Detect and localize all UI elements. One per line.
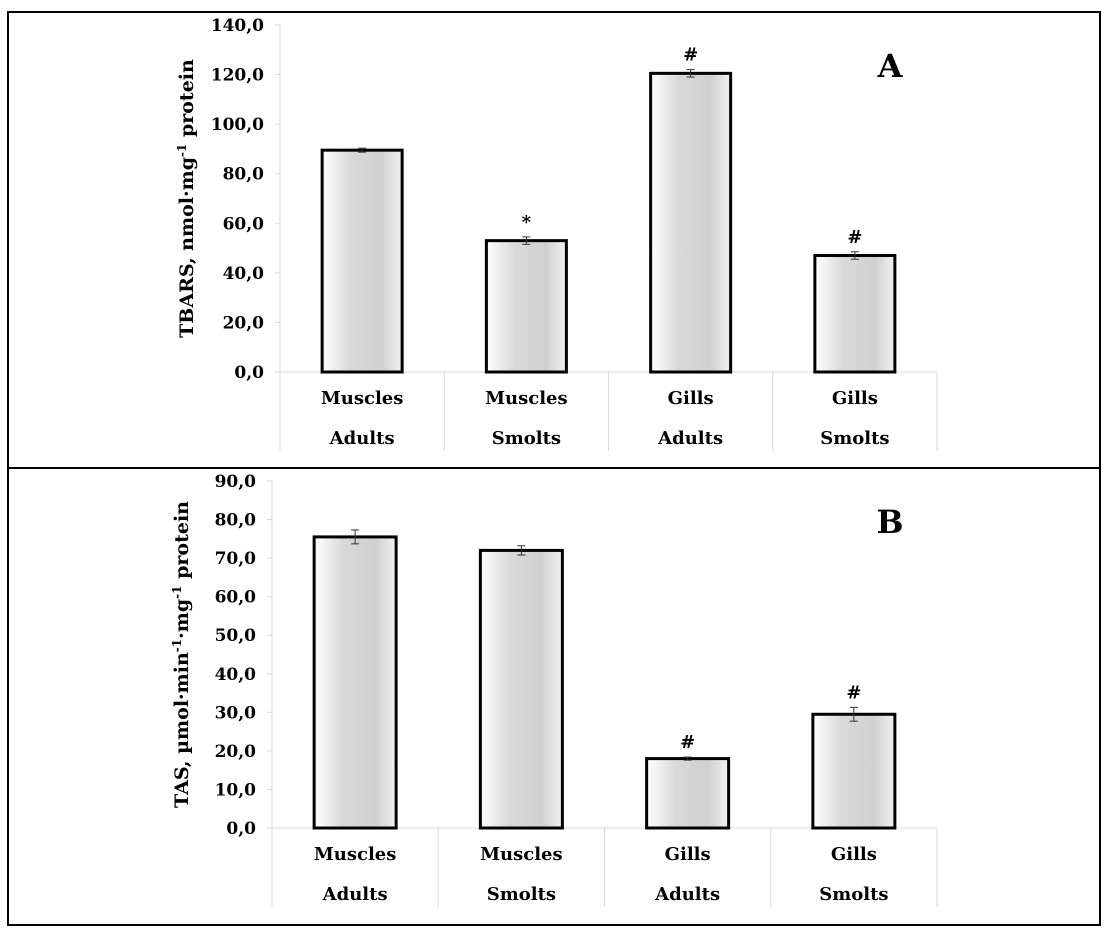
y-tick-label: 70,0 — [215, 549, 257, 569]
bar — [478, 548, 564, 830]
chart-panel-a: 0,0 20,0 40,0 60,0 80,0 100,0 120,0 140,0 TBARS,… — [175, 16, 938, 451]
category-label-top: Gills — [668, 388, 714, 409]
bar — [813, 254, 897, 374]
y-tick-label: 90,0 — [215, 472, 257, 492]
y-tick-label: 120,0 — [211, 66, 264, 86]
y-tick-label: 30,0 — [215, 703, 257, 723]
significance-marker: # — [683, 45, 698, 66]
category-label-top: Gills — [665, 844, 711, 865]
category-label-bottom: Smolts — [487, 884, 556, 905]
y-tick-label: 20,0 — [215, 742, 257, 762]
y-tick-label: 100,0 — [211, 115, 264, 135]
category-label-bottom: Adults — [657, 428, 723, 449]
panel-label: B — [876, 503, 903, 541]
y-tick-label: 40,0 — [215, 665, 257, 685]
y-tick-label: 140,0 — [211, 16, 264, 36]
y-tick-label: 60,0 — [223, 214, 265, 234]
y-tick-label: 0,0 — [234, 363, 264, 383]
bar — [312, 535, 398, 830]
category-label-bottom: Adults — [322, 884, 388, 905]
y-tick-label: 0,0 — [226, 819, 256, 839]
y-tick-label: 40,0 — [223, 264, 265, 284]
chart-panel-b: 0,0 10,0 20,0 30,0 40,0 50,0 60,0 70,0 80,0 90,0 T… — [170, 472, 938, 907]
bar — [484, 239, 568, 374]
panel-label: A — [877, 47, 904, 85]
category-label-top: Muscles — [321, 388, 404, 409]
y-tick-label: 80,0 — [215, 511, 257, 531]
bar — [649, 71, 733, 374]
bar — [320, 148, 404, 374]
category-label-top: Muscles — [314, 844, 397, 865]
category-label-bottom: Adults — [654, 884, 720, 905]
category-label-bottom: Adults — [329, 428, 395, 449]
y-axis-label: TAS, µmol·min-1·mg-1 protein — [170, 501, 193, 808]
category-label-top: Muscles — [485, 388, 568, 409]
y-tick-label: 20,0 — [223, 313, 265, 333]
category-label-top: Muscles — [480, 844, 563, 865]
significance-marker: # — [846, 682, 861, 703]
category-label-top: Gills — [832, 388, 878, 409]
y-tick-label: 10,0 — [215, 780, 257, 800]
category-label-bottom: Smolts — [819, 884, 888, 905]
category-label-bottom: Smolts — [492, 428, 561, 449]
y-tick-label: 50,0 — [215, 626, 257, 646]
significance-marker: * — [522, 212, 532, 233]
y-tick-label: 60,0 — [215, 588, 257, 608]
category-label-bottom: Smolts — [820, 428, 889, 449]
y-tick-label: 80,0 — [223, 165, 265, 185]
significance-marker: # — [847, 227, 862, 248]
bar — [645, 757, 731, 830]
y-axis-label: TBARS, nmol·mg-1 protein — [175, 59, 198, 338]
category-label-top: Gills — [831, 844, 877, 865]
bar — [811, 712, 897, 830]
significance-marker: # — [680, 732, 695, 753]
